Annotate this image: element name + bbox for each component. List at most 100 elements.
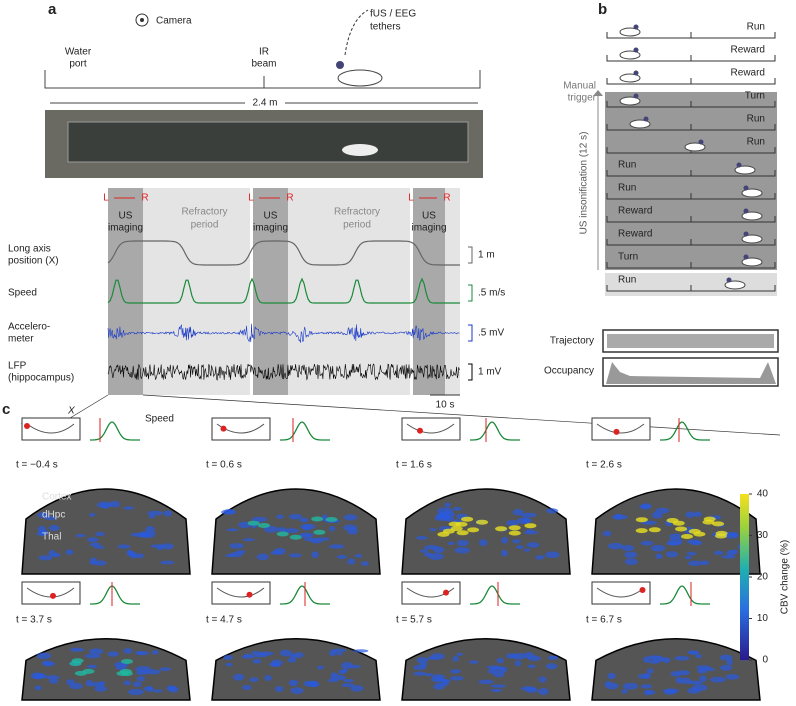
activation-blob — [48, 678, 59, 684]
activation-blob — [624, 551, 638, 559]
trajectory-mini — [401, 581, 461, 605]
activation-blob — [94, 685, 108, 692]
activation-blob — [160, 543, 174, 550]
row-label: Run — [618, 183, 636, 194]
scale-label: 1 m — [478, 250, 495, 261]
activation-blob — [135, 670, 149, 676]
activation-blob — [69, 682, 83, 690]
activation-blob — [520, 686, 537, 691]
activation-blob — [674, 656, 690, 661]
row-label: Run — [747, 114, 765, 125]
activation-blob — [137, 651, 150, 656]
activation-blob — [89, 557, 98, 564]
activation-blob — [640, 684, 653, 689]
brain-slice — [591, 488, 761, 575]
activation-blob — [341, 683, 354, 688]
tether — [344, 9, 369, 56]
activation-blob — [650, 544, 666, 552]
speed-mini — [470, 421, 520, 441]
activation-blob — [699, 560, 710, 566]
colorbar-tick-label: 20 — [757, 572, 769, 583]
ir-beam-label: IR — [259, 47, 269, 58]
row-label: Reward — [618, 206, 652, 217]
mouse-icon — [726, 277, 732, 283]
activation-blob — [263, 525, 279, 533]
mouse-icon — [743, 231, 749, 237]
activation-blob — [330, 672, 338, 677]
activation-blob — [329, 649, 337, 657]
activation-blob — [48, 549, 56, 557]
activation-blob — [336, 652, 343, 656]
activation-blob — [74, 670, 87, 676]
activation-blob — [449, 669, 462, 674]
scale-bar — [468, 363, 473, 381]
activation-blob — [123, 680, 132, 686]
activation-blob — [87, 537, 99, 543]
activation-blob — [310, 539, 323, 544]
speed-mini — [470, 585, 520, 605]
activation-blob — [264, 674, 273, 682]
activation-blob — [336, 554, 348, 559]
brain-slice — [401, 488, 571, 575]
activation-blob — [648, 527, 661, 533]
mouse-icon — [619, 96, 641, 106]
activation-blob — [655, 553, 663, 559]
imaging-label: imaging — [108, 223, 143, 234]
activation-blob — [450, 676, 464, 681]
activation-blob — [544, 551, 560, 559]
activation-blob — [452, 506, 462, 511]
activation-blob — [89, 542, 101, 547]
colorbar-tick-label: 40 — [757, 489, 769, 500]
speed-mini — [90, 421, 140, 441]
mouse-icon — [724, 280, 746, 290]
activation-blob — [45, 675, 60, 680]
activation-blob — [452, 655, 459, 662]
activation-blob — [71, 658, 84, 664]
activation-blob — [44, 516, 57, 521]
camera-icon — [140, 18, 144, 22]
panel-label: b — [598, 1, 607, 18]
activation-blob — [253, 653, 268, 658]
trace-label: Accelero- — [8, 322, 50, 333]
activation-blob — [343, 524, 358, 531]
activation-blob — [495, 526, 508, 532]
direction-label: L — [103, 193, 109, 204]
direction-label: L — [408, 193, 414, 204]
mouse-icon — [743, 208, 749, 214]
row-label: Reward — [618, 229, 652, 240]
scale-bar — [468, 246, 473, 264]
activation-blob — [640, 540, 654, 546]
label-bg — [245, 97, 285, 109]
trajectory-mini — [21, 417, 81, 441]
activation-blob — [420, 549, 429, 553]
activation-blob — [512, 539, 521, 544]
refractory-band — [143, 188, 250, 395]
activation-blob — [607, 542, 624, 550]
activation-blob — [226, 528, 239, 532]
photo-mouse — [342, 144, 378, 156]
position-marker — [417, 427, 423, 434]
activation-blob — [233, 673, 245, 681]
trajectory-arc — [216, 423, 265, 434]
refractory-label: period — [343, 220, 371, 231]
refractory-label: Refractory — [334, 207, 380, 218]
activation-blob — [526, 542, 540, 548]
activation-blob — [288, 553, 302, 558]
mouse-icon — [619, 50, 641, 60]
tethers-label: fUS / EEG — [370, 9, 416, 20]
activation-blob — [276, 527, 286, 532]
activation-blob — [702, 519, 715, 525]
activation-blob — [621, 688, 628, 694]
activation-blob — [693, 511, 702, 518]
mouse-icon — [698, 139, 704, 145]
time-label: t = 6.7 s — [586, 615, 622, 626]
insonification-label: US insonification (12 s) — [579, 132, 590, 235]
activation-blob — [271, 659, 283, 666]
scale-label: .5 mV — [478, 328, 504, 339]
activation-blob — [152, 689, 163, 693]
mouse-icon — [736, 162, 742, 168]
activation-blob — [490, 688, 503, 693]
activation-blob — [167, 686, 179, 693]
activation-blob — [224, 553, 236, 558]
position-marker — [50, 592, 56, 599]
